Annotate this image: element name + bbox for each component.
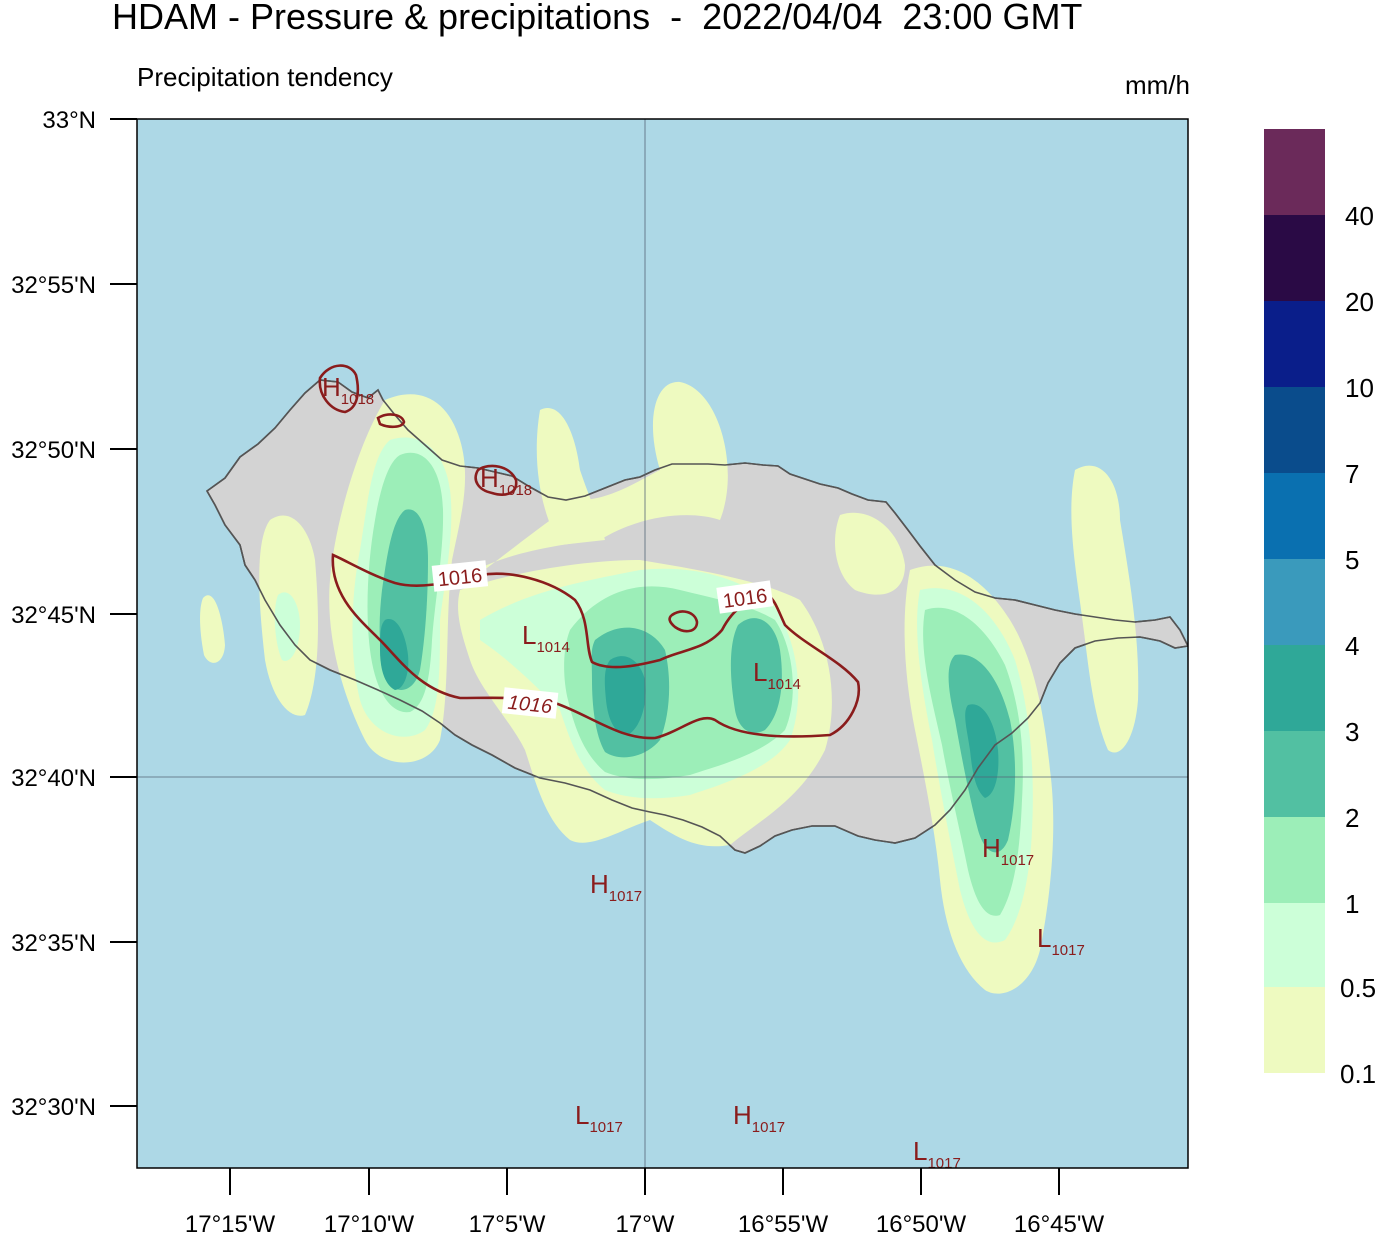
colorbar-label: 7 bbox=[1345, 459, 1359, 489]
pressure-center: H1017 bbox=[733, 1100, 785, 1136]
colorbar-swatch bbox=[1264, 731, 1325, 817]
colorbar-label: 1 bbox=[1345, 889, 1359, 919]
colorbar-swatch bbox=[1264, 129, 1325, 215]
pressure-center: L1017 bbox=[575, 1100, 623, 1136]
map-title: HDAM - Pressure & precipitations - 2022/… bbox=[112, 0, 1083, 37]
lat-tick-label: 32°50'N bbox=[11, 437, 96, 464]
map-frame bbox=[136, 118, 1189, 1169]
isobar-label-2: 1016 bbox=[501, 687, 559, 719]
map-subtitle: Precipitation tendency bbox=[137, 62, 393, 92]
colorbar-label: 0.5 bbox=[1340, 973, 1376, 1003]
lat-tick-label: 33°N bbox=[42, 107, 96, 134]
lon-tick-label: 16°45'W bbox=[1014, 1211, 1105, 1234]
colorbar-label: 3 bbox=[1345, 717, 1359, 747]
lon-tick-label: 17°W bbox=[616, 1211, 675, 1234]
lat-tick-label: 32°45'N bbox=[11, 602, 96, 629]
lon-tick-label: 17°10'W bbox=[324, 1211, 415, 1234]
lat-axis bbox=[110, 118, 137, 1107]
lat-tick-label: 32°35'N bbox=[11, 930, 96, 957]
colorbar-label: 10 bbox=[1345, 373, 1374, 403]
lon-tick-label: 16°50'W bbox=[876, 1211, 967, 1234]
coastline bbox=[205, 379, 1188, 854]
lat-tick-label: 32°40'N bbox=[11, 765, 96, 792]
isobar-label-1: 1016 bbox=[431, 560, 489, 592]
colorbar bbox=[1264, 129, 1325, 1073]
pressure-center: L1017 bbox=[1037, 923, 1085, 959]
lon-tick-label: 17°5'W bbox=[469, 1211, 546, 1234]
colorbar-label: 2 bbox=[1345, 803, 1359, 833]
lon-tick-label: 16°55'W bbox=[738, 1211, 829, 1234]
colorbar-label: 40 bbox=[1345, 201, 1374, 231]
pressure-center: L1014 bbox=[522, 620, 570, 656]
colorbar-swatch bbox=[1264, 817, 1325, 903]
colorbar-swatch bbox=[1264, 301, 1325, 387]
colorbar-label: 20 bbox=[1345, 287, 1374, 317]
colorbar-swatch bbox=[1264, 387, 1325, 473]
pressure-center: H1017 bbox=[982, 833, 1034, 869]
colorbar-swatch bbox=[1264, 215, 1325, 301]
lat-tick-label: 32°30'N bbox=[11, 1094, 96, 1121]
pressure-center: L1017 bbox=[913, 1136, 961, 1172]
isobar-small-loop bbox=[668, 610, 699, 633]
isobar-1018-nw bbox=[318, 364, 360, 414]
svg-text:1016: 1016 bbox=[507, 692, 554, 719]
pressure-center: H1018 bbox=[322, 372, 374, 408]
colorbar-swatch bbox=[1264, 473, 1325, 559]
isobars bbox=[318, 364, 861, 740]
isobar-small-nw bbox=[376, 413, 406, 429]
lon-axis bbox=[229, 1168, 1060, 1195]
pressure-center: H1017 bbox=[590, 869, 642, 905]
colorbar-swatch bbox=[1264, 903, 1325, 987]
colorbar-label: 0.1 bbox=[1340, 1059, 1376, 1089]
svg-text:1016: 1016 bbox=[437, 565, 484, 592]
pressure-center: L1014 bbox=[753, 657, 801, 693]
isobar-1018-n bbox=[474, 464, 518, 496]
lon-tick-label: 17°15'W bbox=[185, 1211, 276, 1234]
units-label: mm/h bbox=[1125, 70, 1190, 100]
colorbar-label: 4 bbox=[1345, 631, 1359, 661]
colorbar-swatch bbox=[1264, 559, 1325, 645]
colorbar-label: 5 bbox=[1345, 545, 1359, 575]
isobar-1016-main bbox=[331, 553, 861, 740]
lat-tick-label: 32°55'N bbox=[11, 272, 96, 299]
colorbar-swatch bbox=[1264, 645, 1325, 731]
pressure-center: H1018 bbox=[480, 463, 532, 499]
colorbar-swatch bbox=[1264, 987, 1325, 1073]
